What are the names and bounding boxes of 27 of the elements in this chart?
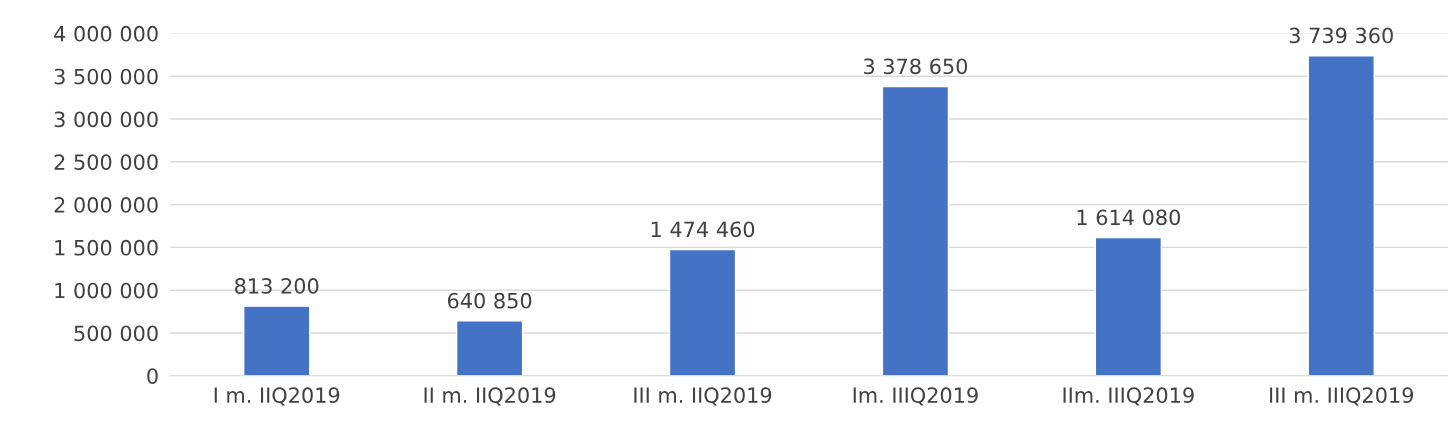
data-label: 1 474 460 bbox=[651, 221, 755, 238]
data-label: 3 378 650 bbox=[864, 58, 968, 75]
data-label: 1 614 080 bbox=[1077, 209, 1180, 226]
data-label: 640 850 bbox=[447, 292, 532, 309]
data-label: 3 739 360 bbox=[1289, 27, 1393, 44]
y-tick-label: 1 000 000 bbox=[55, 282, 158, 299]
bar bbox=[242, 305, 311, 376]
bar bbox=[881, 85, 950, 376]
data-label: 813 200 bbox=[235, 278, 319, 294]
y-tick-label: 3 000 000 bbox=[54, 111, 158, 128]
y-tick-label: 3 500 000 bbox=[54, 68, 158, 85]
y-tick-label: 4 000 000 bbox=[54, 25, 158, 42]
y-tick-label: 0 bbox=[147, 368, 158, 384]
x-tick-label: Im. IIIQ2019 bbox=[853, 387, 978, 406]
y-tick-label: 1 500 000 bbox=[55, 239, 158, 256]
bar bbox=[1307, 54, 1375, 376]
x-tick-label: III m. IIIQ2019 bbox=[1270, 387, 1414, 406]
bar bbox=[455, 320, 524, 376]
bar bbox=[668, 248, 737, 376]
y-tick-label: 2 000 000 bbox=[54, 197, 158, 213]
bar bbox=[1094, 236, 1163, 376]
y-tick-label: 2 500 000 bbox=[54, 154, 158, 170]
x-tick-label: II m. IIQ2019 bbox=[424, 387, 556, 406]
x-tick-label: I m. IIQ2019 bbox=[214, 387, 340, 406]
x-tick-label: IIm. IIIQ2019 bbox=[1063, 387, 1194, 406]
y-tick-label: 500 000 bbox=[74, 325, 158, 342]
x-tick-label: III m. IIQ2019 bbox=[634, 387, 772, 406]
